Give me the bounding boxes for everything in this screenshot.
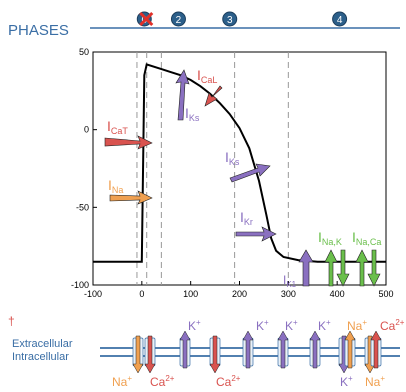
x-tick-label: 100 <box>183 289 198 299</box>
ion-flow-arrow <box>242 330 254 369</box>
arrow-iks-2: IKs <box>225 149 271 183</box>
cross-mark <box>139 11 154 27</box>
label-inak: INa,K <box>318 229 342 247</box>
ion-label: K+ <box>188 318 201 333</box>
ion-label: Ca2+ <box>216 374 241 389</box>
phase-badge-0: 0 <box>136 11 154 27</box>
label-inaca: INa,Ca <box>352 229 381 247</box>
phase-number: 3 <box>227 15 233 26</box>
arrow-ical-t: ICaT <box>104 118 153 150</box>
ion-channel <box>309 330 321 369</box>
top-ion-labels: K+ K+ K+ K+ Na+ Ca2+ <box>188 318 405 333</box>
label-ical: ICaL <box>197 67 217 85</box>
ion-label: Ca2+ <box>380 318 405 333</box>
y-tick-label: -100 <box>71 280 89 290</box>
label-ina: INa <box>108 177 123 195</box>
ion-label: K+ <box>318 318 331 333</box>
label-ik1: IK1 <box>283 273 297 289</box>
phases-title: PHASES <box>8 22 69 39</box>
ion-label: K+ <box>285 318 298 333</box>
ion-label: K+ <box>256 318 269 333</box>
ion-channel <box>209 335 221 374</box>
y-tick-label: 50 <box>79 47 89 57</box>
ion-flow-arrow <box>179 330 191 369</box>
arrow-ical-l: ICaL <box>197 67 223 107</box>
x-tick-label: 0 <box>139 289 144 299</box>
ion-label: Na+ <box>347 318 367 333</box>
phases-header: PHASES 0 2 3 4 <box>8 11 400 39</box>
ion-flow-arrow <box>277 330 289 369</box>
ion-flow-arrow <box>132 335 144 374</box>
ion-channel <box>179 330 191 369</box>
action-potential-line <box>93 63 386 263</box>
ion-channel <box>144 335 156 374</box>
label-iks-1: IKs <box>185 105 200 123</box>
phase-number: 4 <box>337 15 343 26</box>
ion-flow-arrow <box>370 330 382 369</box>
ion-channel <box>132 335 144 374</box>
ion-channels <box>132 330 382 374</box>
ion-flow-arrow <box>344 330 356 369</box>
arrow-ikr: IKr <box>235 209 277 242</box>
current-arrows: ICaT INa ICaL IKs IKs IKr IK1 <box>104 67 381 289</box>
x-tick-label: 500 <box>378 289 393 299</box>
ion-channel <box>277 330 289 369</box>
y-axis-ticks: -100 -50 0 50 <box>71 47 97 290</box>
ion-flow-arrow <box>309 330 321 369</box>
arrow-ina: INa <box>108 177 153 205</box>
ion-channel <box>370 330 382 369</box>
phase-boundaries <box>136 52 289 285</box>
x-axis-ticks: -100 0 100 200 300 400 500 <box>84 281 394 299</box>
arrow-inak: INa,K <box>318 229 350 287</box>
label-iks-2: IKs <box>225 149 240 167</box>
x-tick-label: 300 <box>281 289 296 299</box>
phase-badge-2: 2 <box>170 11 186 27</box>
x-tick-label: -100 <box>84 289 102 299</box>
label-ikr: IKr <box>240 209 253 227</box>
ion-label: Ca2+ <box>150 374 175 389</box>
x-tick-label: 200 <box>232 289 247 299</box>
arrow-ik1: IK1 <box>283 249 314 289</box>
phase-number: 2 <box>176 15 182 26</box>
x-tick-label: 400 <box>330 289 345 299</box>
label-icat: ICaT <box>107 118 128 136</box>
phase-badges: 0 2 3 4 <box>136 11 348 27</box>
phase-badge-3: 3 <box>222 11 238 27</box>
ion-label: Na+ <box>112 374 132 389</box>
y-tick-label: -50 <box>76 202 89 212</box>
bottom-ion-labels: Na+ Ca2+ Ca2+ K+ Na+ <box>112 374 385 389</box>
ion-channel <box>242 330 254 369</box>
intracellular-label: Intracellular <box>12 351 69 363</box>
extracellular-label: Extracellular <box>12 338 73 350</box>
membrane-marker: † <box>8 314 15 328</box>
ion-flow-arrow <box>209 335 221 374</box>
ion-label: K+ <box>340 374 353 389</box>
membrane-diagram: † Extracellular Intracellular K+ K+ K+ K+ Na… <box>8 314 405 389</box>
y-tick-label: 0 <box>84 125 89 135</box>
ion-channel <box>344 330 356 369</box>
ap-plot: -100 -50 0 50 -100 0 100 200 300 400 500 <box>71 47 394 299</box>
arrow-iks-1: IKs <box>175 69 200 123</box>
arrow-inaca: INa,Ca <box>352 229 381 287</box>
ion-label: Na+ <box>365 374 385 389</box>
phase-badge-4: 4 <box>332 11 348 27</box>
ion-flow-arrow <box>144 335 156 374</box>
